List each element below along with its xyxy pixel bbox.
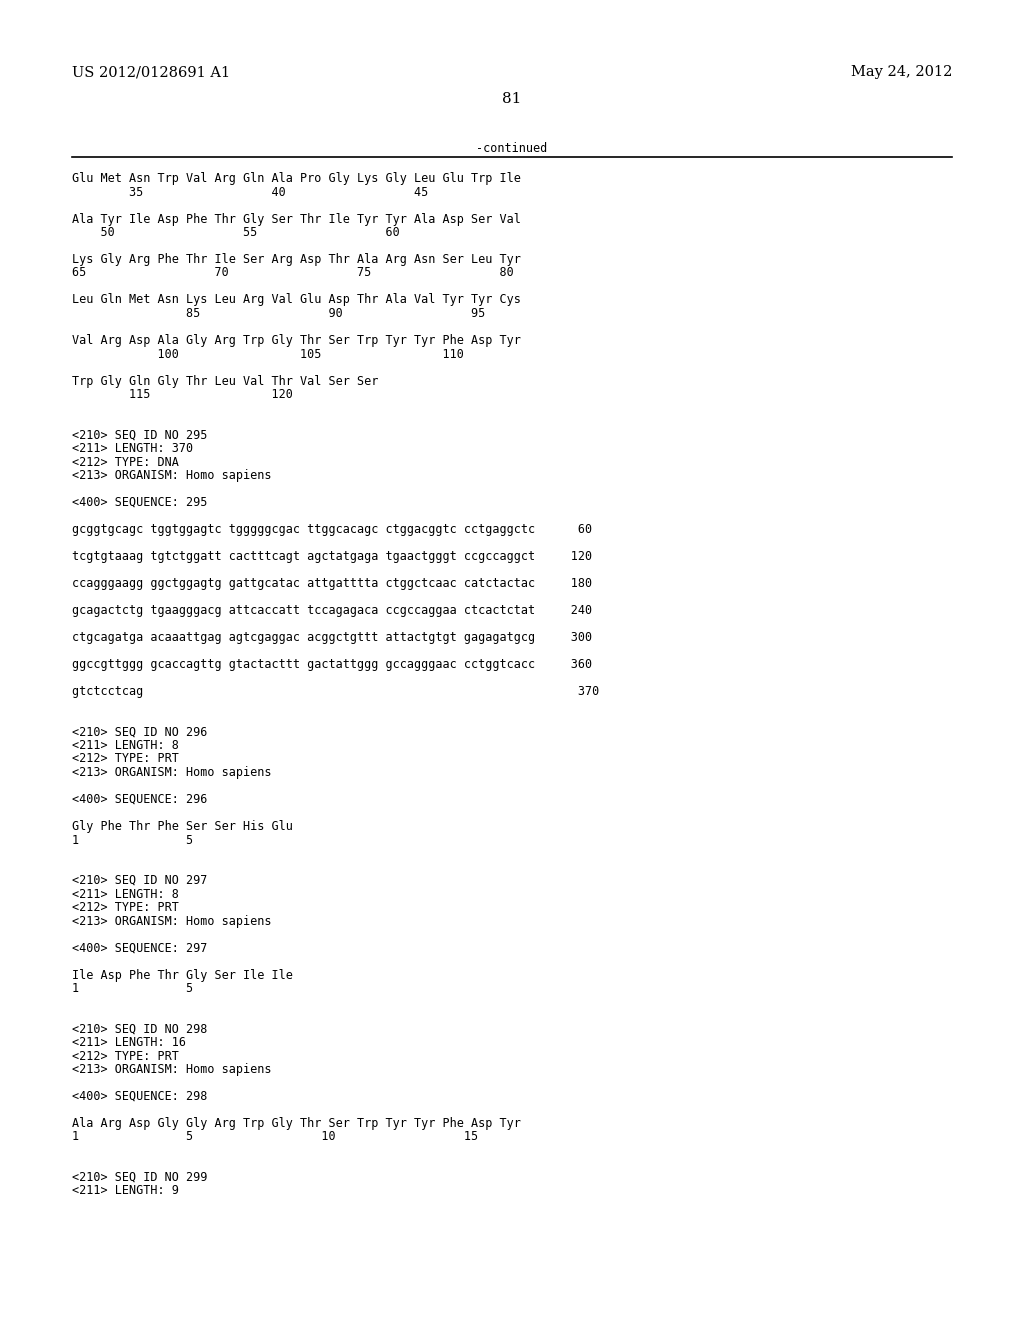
- Text: <210> SEQ ID NO 299: <210> SEQ ID NO 299: [72, 1171, 208, 1184]
- Text: <211> LENGTH: 9: <211> LENGTH: 9: [72, 1184, 179, 1197]
- Text: Lys Gly Arg Phe Thr Ile Ser Arg Asp Thr Ala Arg Asn Ser Leu Tyr: Lys Gly Arg Phe Thr Ile Ser Arg Asp Thr …: [72, 253, 521, 267]
- Text: 35                  40                  45: 35 40 45: [72, 186, 428, 198]
- Text: <212> TYPE: PRT: <212> TYPE: PRT: [72, 902, 179, 913]
- Text: <213> ORGANISM: Homo sapiens: <213> ORGANISM: Homo sapiens: [72, 915, 271, 928]
- Text: Leu Gln Met Asn Lys Leu Arg Val Glu Asp Thr Ala Val Tyr Tyr Cys: Leu Gln Met Asn Lys Leu Arg Val Glu Asp …: [72, 293, 521, 306]
- Text: 100                 105                 110: 100 105 110: [72, 347, 464, 360]
- Text: 1               5: 1 5: [72, 982, 194, 995]
- Text: 1               5                  10                  15: 1 5 10 15: [72, 1130, 478, 1143]
- Text: <210> SEQ ID NO 296: <210> SEQ ID NO 296: [72, 726, 208, 738]
- Text: <400> SEQUENCE: 297: <400> SEQUENCE: 297: [72, 941, 208, 954]
- Text: <400> SEQUENCE: 298: <400> SEQUENCE: 298: [72, 1090, 208, 1104]
- Text: 50                  55                  60: 50 55 60: [72, 226, 399, 239]
- Text: ctgcagatga acaaattgag agtcgaggac acggctgttt attactgtgt gagagatgcg     300: ctgcagatga acaaattgag agtcgaggac acggctg…: [72, 631, 592, 644]
- Text: 1               5: 1 5: [72, 833, 194, 846]
- Text: <210> SEQ ID NO 295: <210> SEQ ID NO 295: [72, 429, 208, 441]
- Text: <400> SEQUENCE: 296: <400> SEQUENCE: 296: [72, 793, 208, 807]
- Text: gcagactctg tgaagggacg attcaccatt tccagagaca ccgccaggaa ctcactctat     240: gcagactctg tgaagggacg attcaccatt tccagag…: [72, 605, 592, 616]
- Text: <213> ORGANISM: Homo sapiens: <213> ORGANISM: Homo sapiens: [72, 766, 271, 779]
- Text: <211> LENGTH: 8: <211> LENGTH: 8: [72, 887, 179, 900]
- Text: gtctcctcag                                                             370: gtctcctcag 370: [72, 685, 599, 698]
- Text: ggccgttggg gcaccagttg gtactacttt gactattggg gccagggaac cctggtcacc     360: ggccgttggg gcaccagttg gtactacttt gactatt…: [72, 657, 592, 671]
- Text: <213> ORGANISM: Homo sapiens: <213> ORGANISM: Homo sapiens: [72, 469, 271, 482]
- Text: <211> LENGTH: 8: <211> LENGTH: 8: [72, 739, 179, 752]
- Text: <400> SEQUENCE: 295: <400> SEQUENCE: 295: [72, 496, 208, 510]
- Text: 65                  70                  75                  80: 65 70 75 80: [72, 267, 514, 280]
- Text: 85                  90                  95: 85 90 95: [72, 308, 485, 319]
- Text: Gly Phe Thr Phe Ser Ser His Glu: Gly Phe Thr Phe Ser Ser His Glu: [72, 820, 293, 833]
- Text: ccagggaagg ggctggagtg gattgcatac attgatttta ctggctcaac catctactac     180: ccagggaagg ggctggagtg gattgcatac attgatt…: [72, 577, 592, 590]
- Text: <213> ORGANISM: Homo sapiens: <213> ORGANISM: Homo sapiens: [72, 1063, 271, 1076]
- Text: <210> SEQ ID NO 298: <210> SEQ ID NO 298: [72, 1023, 208, 1035]
- Text: gcggtgcagc tggtggagtc tgggggcgac ttggcacagc ctggacggtc cctgaggctc      60: gcggtgcagc tggtggagtc tgggggcgac ttggcac…: [72, 523, 592, 536]
- Text: <211> LENGTH: 16: <211> LENGTH: 16: [72, 1036, 186, 1049]
- Text: Ile Asp Phe Thr Gly Ser Ile Ile: Ile Asp Phe Thr Gly Ser Ile Ile: [72, 969, 293, 982]
- Text: May 24, 2012: May 24, 2012: [851, 65, 952, 79]
- Text: <212> TYPE: PRT: <212> TYPE: PRT: [72, 1049, 179, 1063]
- Text: Trp Gly Gln Gly Thr Leu Val Thr Val Ser Ser: Trp Gly Gln Gly Thr Leu Val Thr Val Ser …: [72, 375, 379, 388]
- Text: <212> TYPE: PRT: <212> TYPE: PRT: [72, 752, 179, 766]
- Text: tcgtgtaaag tgtctggatt cactttcagt agctatgaga tgaactgggt ccgccaggct     120: tcgtgtaaag tgtctggatt cactttcagt agctatg…: [72, 550, 592, 564]
- Text: Val Arg Asp Ala Gly Arg Trp Gly Thr Ser Trp Tyr Tyr Phe Asp Tyr: Val Arg Asp Ala Gly Arg Trp Gly Thr Ser …: [72, 334, 521, 347]
- Text: <212> TYPE: DNA: <212> TYPE: DNA: [72, 455, 179, 469]
- Text: US 2012/0128691 A1: US 2012/0128691 A1: [72, 65, 230, 79]
- Text: Ala Tyr Ile Asp Phe Thr Gly Ser Thr Ile Tyr Tyr Ala Asp Ser Val: Ala Tyr Ile Asp Phe Thr Gly Ser Thr Ile …: [72, 213, 521, 226]
- Text: 81: 81: [503, 92, 521, 106]
- Text: <211> LENGTH: 370: <211> LENGTH: 370: [72, 442, 194, 455]
- Text: 115                 120: 115 120: [72, 388, 293, 401]
- Text: Ala Arg Asp Gly Gly Arg Trp Gly Thr Ser Trp Tyr Tyr Phe Asp Tyr: Ala Arg Asp Gly Gly Arg Trp Gly Thr Ser …: [72, 1117, 521, 1130]
- Text: <210> SEQ ID NO 297: <210> SEQ ID NO 297: [72, 874, 208, 887]
- Text: -continued: -continued: [476, 143, 548, 154]
- Text: Glu Met Asn Trp Val Arg Gln Ala Pro Gly Lys Gly Leu Glu Trp Ile: Glu Met Asn Trp Val Arg Gln Ala Pro Gly …: [72, 172, 521, 185]
